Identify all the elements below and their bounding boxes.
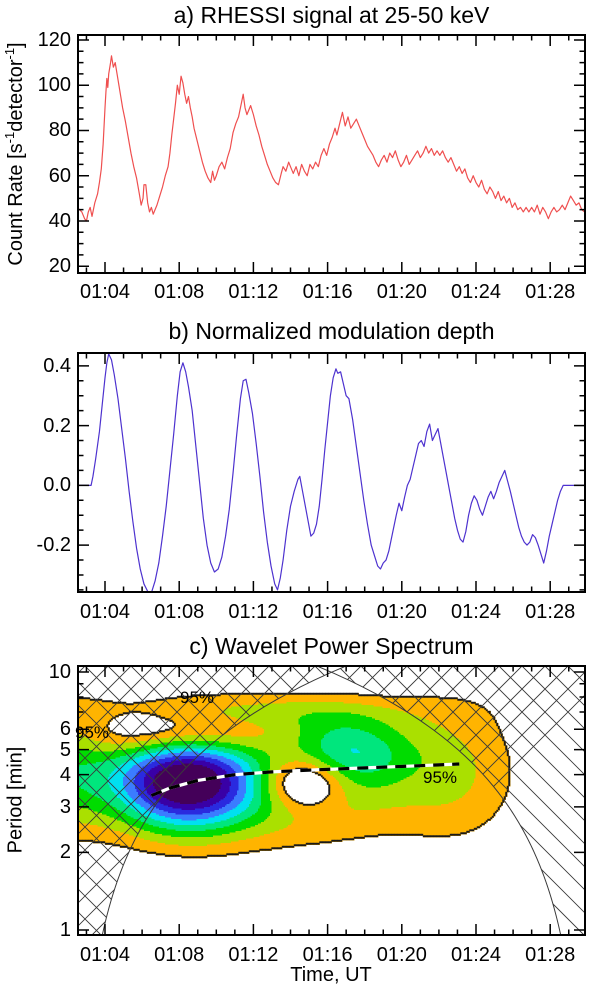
y-tick-label: 100 [37,74,71,97]
y-tick-label: 0.2 [43,414,71,437]
x-tick-label: 01:28 [525,944,576,966]
y-tick-label: 120 [37,28,71,51]
y-tick-label: -0.2 [36,534,71,557]
y-tick-label: 3 [59,795,71,818]
x-tick-label: 01:24 [450,944,502,966]
x-tick-label: 01:12 [228,281,279,303]
ylabel-text: Count Rate [s [4,143,27,266]
y-tick-label: 60 [48,164,71,187]
x-tick-label: 01:04 [79,601,131,623]
y-tick-label: 2 [59,841,71,864]
x-tick-label: 01:24 [450,601,502,623]
y-tick-label: 1 [59,919,71,941]
x-tick-label: 01:20 [376,601,427,623]
x-tick-label: 01:12 [228,944,279,966]
panel-b-title: b) Normalized modulation depth [168,318,495,344]
x-tick-label: 01:04 [79,281,131,303]
y-tick-label: 0.0 [43,474,71,497]
x-tick-label: 01:08 [154,601,205,623]
panel-c-x-axis-label: Time, UT [290,964,372,986]
panel-a-title: a) RHESSI signal at 25-50 keV [173,2,490,28]
x-tick-label: 01:08 [154,281,205,303]
panel-c-title: c) Wavelet Power Spectrum [189,633,474,659]
significance-label: 95% [179,688,215,708]
x-tick-label: 01:16 [302,944,353,966]
y-tick-label: 80 [48,119,71,142]
x-tick-label: 01:08 [154,944,205,966]
x-tick-label: 01:16 [302,281,353,303]
x-tick-label: 01:28 [525,281,576,303]
significance-label: 95% [422,768,458,788]
y-tick-label: 40 [48,209,71,232]
x-tick-label: 01:20 [376,281,427,303]
x-tick-label: 01:04 [79,944,131,966]
x-tick-label: 01:24 [450,281,502,303]
x-tick-label: 01:12 [228,601,279,623]
significance-label: 95% [74,722,110,742]
y-tick-label: 20 [48,255,71,278]
y-tick-label: 6 [59,718,71,741]
y-tick-label: 5 [59,738,71,761]
y-tick-label: 10 [48,661,71,683]
x-tick-label: 01:20 [376,944,427,966]
x-tick-label: 01:16 [302,601,353,623]
y-tick-label: 0.4 [43,354,71,377]
x-tick-label: 01:28 [525,601,576,623]
y-tick-label: 4 [59,763,71,786]
